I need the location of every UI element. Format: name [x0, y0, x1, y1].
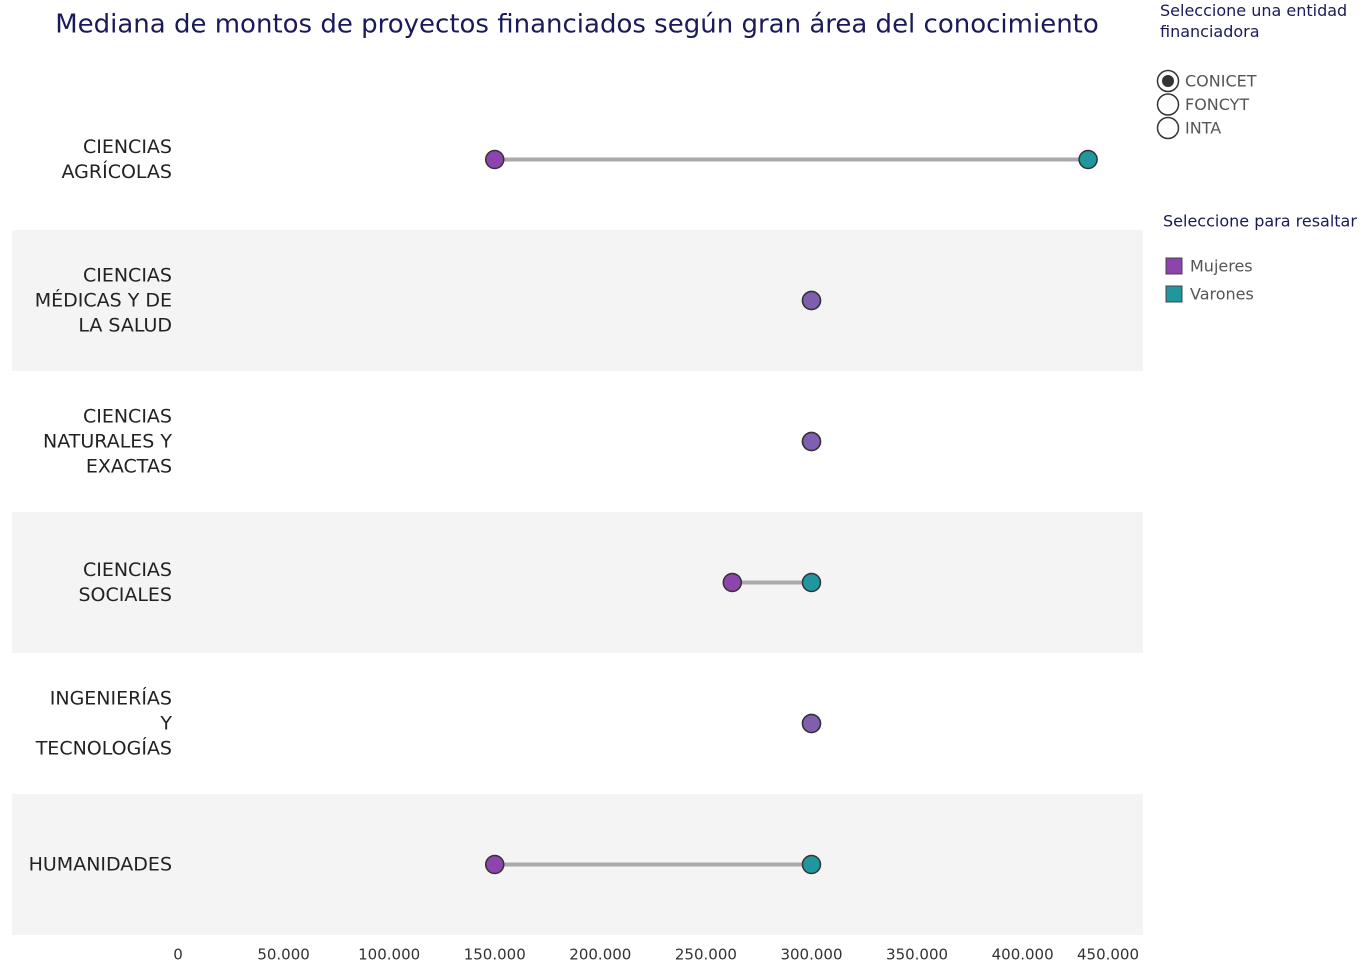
- legend-swatch[interactable]: [1165, 257, 1183, 275]
- radio-dot: [1162, 75, 1174, 87]
- category-label: CIENCIAS AGRÍCOLAS: [61, 135, 173, 183]
- row-band: [12, 230, 1143, 371]
- x-tick-label: 100.000: [358, 946, 420, 964]
- marker: [722, 572, 743, 593]
- marker: [801, 713, 822, 734]
- radio-label[interactable]: INTA: [1185, 119, 1221, 138]
- marker: [1078, 149, 1098, 170]
- legend-label[interactable]: Varones: [1190, 285, 1254, 304]
- x-tick-label: 450.000: [1077, 946, 1139, 964]
- radio-button[interactable]: [1156, 93, 1180, 116]
- chart-title: Mediana de montos de proyectos financiad…: [55, 10, 1099, 40]
- radio-label[interactable]: CONICET: [1185, 72, 1257, 91]
- row-band: [12, 512, 1143, 653]
- legend-label[interactable]: Mujeres: [1190, 257, 1253, 276]
- x-tick-label: 350.000: [886, 946, 948, 964]
- x-tick-label: 50.000: [257, 946, 310, 964]
- marker: [484, 149, 505, 170]
- radio-label[interactable]: FONCYT: [1185, 95, 1249, 114]
- legend-swatch[interactable]: [1165, 285, 1183, 303]
- x-tick-label: 150.000: [464, 946, 526, 964]
- category-label: CIENCIAS NATURALES Y EXACTAS: [43, 405, 172, 477]
- marker: [801, 290, 822, 311]
- x-tick-label: 400.000: [992, 946, 1054, 964]
- category-label: CIENCIAS MÉDICAS Y DE LA SALUD: [34, 264, 172, 336]
- x-tick-label: 300.000: [780, 946, 842, 964]
- category-label: INGENIERÍAS Y TECNOLOGÍAS: [35, 687, 172, 759]
- category-label: CIENCIAS SOCIALES: [78, 558, 172, 606]
- category-label: HUMANIDADES: [28, 853, 172, 875]
- x-tick-label: 200.000: [569, 946, 631, 964]
- radio-button[interactable]: [1156, 116, 1180, 140]
- x-tick-label: 250.000: [675, 946, 737, 964]
- marker: [801, 854, 822, 875]
- marker: [484, 854, 505, 875]
- control-title: Seleccione una entidad financiadora: [1160, 1, 1348, 41]
- marker: [801, 572, 822, 593]
- legend-title: Seleccione para resaltar: [1163, 212, 1357, 231]
- x-tick-label: 0: [173, 946, 183, 964]
- marker: [801, 431, 822, 452]
